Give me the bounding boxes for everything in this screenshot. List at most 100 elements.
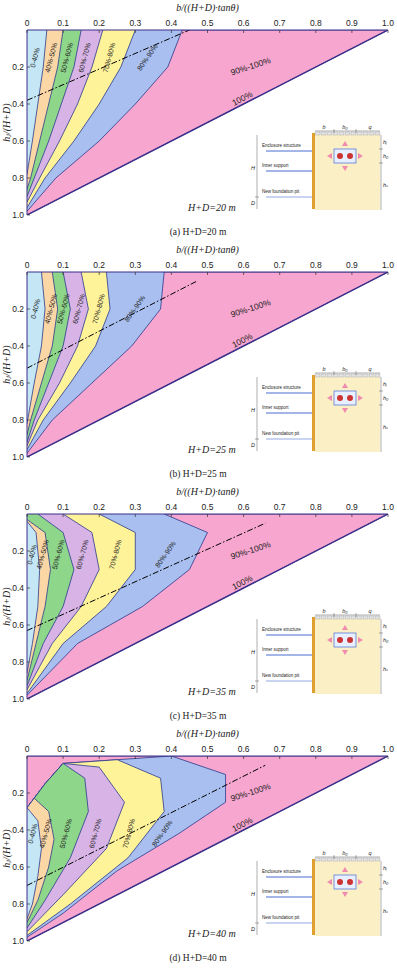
dimension-line bbox=[255, 197, 259, 198]
y-tick-label: 0.8 bbox=[12, 415, 24, 425]
x-tick-label: 0 bbox=[25, 502, 30, 512]
line bbox=[27, 756, 388, 941]
y-tick bbox=[27, 104, 30, 105]
surface-load bbox=[327, 374, 332, 377]
x-tick-label: 0.3 bbox=[129, 502, 141, 512]
x-tick-label: 0.8 bbox=[310, 260, 322, 270]
dimension-line bbox=[379, 163, 383, 164]
x-tick bbox=[99, 756, 100, 759]
dimension-line bbox=[379, 647, 383, 648]
caption: (d) H+D=40 m bbox=[169, 953, 227, 964]
panel-label: H+D=25 m bbox=[187, 444, 236, 455]
x-tick-label: 0.9 bbox=[346, 502, 358, 512]
x-axis-title: b/((H+D)·tanθ) bbox=[176, 486, 239, 498]
band-boundary bbox=[27, 763, 124, 931]
inset-label: q bbox=[368, 850, 372, 856]
x-tick-label: 0.9 bbox=[346, 744, 358, 754]
x-tick-label: 1.0 bbox=[382, 744, 394, 754]
band-label: 50%-60% bbox=[59, 42, 74, 73]
surface-load bbox=[375, 616, 380, 619]
dimension-line bbox=[356, 613, 357, 617]
dimension-line bbox=[257, 377, 258, 451]
x-tick-label: 0.1 bbox=[57, 260, 69, 270]
band-fill bbox=[27, 30, 182, 211]
dash-dot-line bbox=[27, 765, 265, 885]
y-tick bbox=[27, 793, 30, 794]
surface-load bbox=[351, 132, 356, 135]
x-tick bbox=[351, 30, 352, 33]
x-tick-label: 0.2 bbox=[93, 18, 105, 28]
inset-label: b₀ bbox=[342, 850, 348, 856]
surface-load bbox=[363, 132, 368, 135]
band-label: 60%-70% bbox=[71, 293, 86, 324]
caption: (a) H+D=20 m bbox=[170, 227, 227, 238]
x-tick bbox=[207, 272, 208, 275]
inset-label: Inner support bbox=[262, 647, 289, 652]
x-tick bbox=[388, 272, 389, 275]
band-fill bbox=[27, 30, 135, 208]
arrow bbox=[342, 141, 348, 146]
x-tick bbox=[207, 756, 208, 759]
surface-load bbox=[345, 616, 350, 619]
x-tick bbox=[99, 272, 100, 275]
x-tick bbox=[388, 756, 389, 759]
panel: b/((H+D)·tanθ)hⱼ/(H+D)00.10.20.30.40.50.… bbox=[1, 2, 394, 238]
x-tick-label: 0.4 bbox=[165, 744, 177, 754]
x-tick bbox=[351, 272, 352, 275]
surface-load bbox=[345, 132, 350, 135]
surface-load bbox=[369, 132, 374, 135]
y-tick bbox=[27, 904, 30, 905]
x-axis-title: b/((H+D)·tanθ) bbox=[176, 244, 239, 256]
band-label: 90%-100% bbox=[229, 539, 272, 561]
band-label: 90%-100% bbox=[229, 297, 272, 319]
arrow bbox=[358, 395, 363, 401]
x-tick bbox=[135, 756, 136, 759]
band-fill bbox=[27, 760, 164, 936]
y-axis bbox=[27, 30, 28, 215]
surface-load bbox=[321, 132, 326, 135]
surface-load bbox=[339, 374, 344, 377]
band-boundary bbox=[27, 514, 135, 693]
x-tick bbox=[27, 756, 28, 759]
band-label: 0-40% bbox=[29, 298, 41, 319]
surface-load bbox=[315, 374, 320, 377]
x-tick-label: 0.7 bbox=[274, 18, 286, 28]
y-tick-label: 0.8 bbox=[12, 899, 24, 909]
y-tick bbox=[27, 625, 30, 626]
inner-support bbox=[266, 392, 312, 393]
band-boundary bbox=[27, 272, 45, 424]
dash-dot-line bbox=[27, 30, 189, 100]
figure: b/((H+D)·tanθ)hⱼ/(H+D)00.10.20.30.40.50.… bbox=[0, 0, 397, 969]
surface-load bbox=[315, 132, 320, 135]
arrow bbox=[342, 166, 348, 171]
dimension-line bbox=[255, 681, 259, 682]
x-tick bbox=[63, 30, 64, 33]
x-tick bbox=[135, 30, 136, 33]
dimension-line bbox=[379, 405, 383, 406]
line-label: 100% bbox=[230, 331, 254, 350]
dash-dot-line bbox=[27, 281, 197, 368]
inset-label: b₀ bbox=[342, 366, 348, 372]
x-tick-label: 0.6 bbox=[238, 502, 250, 512]
band-label: 90%-100% bbox=[229, 55, 272, 77]
surface-load bbox=[333, 374, 338, 377]
band-fill bbox=[27, 798, 54, 922]
surface-load bbox=[315, 858, 320, 861]
line-label: 100% bbox=[230, 89, 254, 108]
dimension-line bbox=[356, 855, 357, 859]
band-boundary bbox=[27, 272, 58, 435]
y-tick-label: 0.6 bbox=[12, 378, 24, 388]
tunnel-tube bbox=[337, 879, 343, 885]
x-tick-label: 0.6 bbox=[238, 18, 250, 28]
inset-label: hₛ bbox=[383, 666, 388, 672]
band-fill bbox=[27, 514, 388, 699]
y-tick-label: 0.6 bbox=[12, 136, 24, 146]
pit-bottom bbox=[266, 197, 312, 198]
x-tick-label: 0.8 bbox=[310, 18, 322, 28]
dimension-line bbox=[379, 391, 383, 392]
surface-load bbox=[369, 616, 374, 619]
band-label: 70%-80% bbox=[102, 42, 117, 73]
band-fill bbox=[27, 514, 74, 686]
band-boundary bbox=[27, 798, 54, 922]
y-tick bbox=[27, 346, 30, 347]
